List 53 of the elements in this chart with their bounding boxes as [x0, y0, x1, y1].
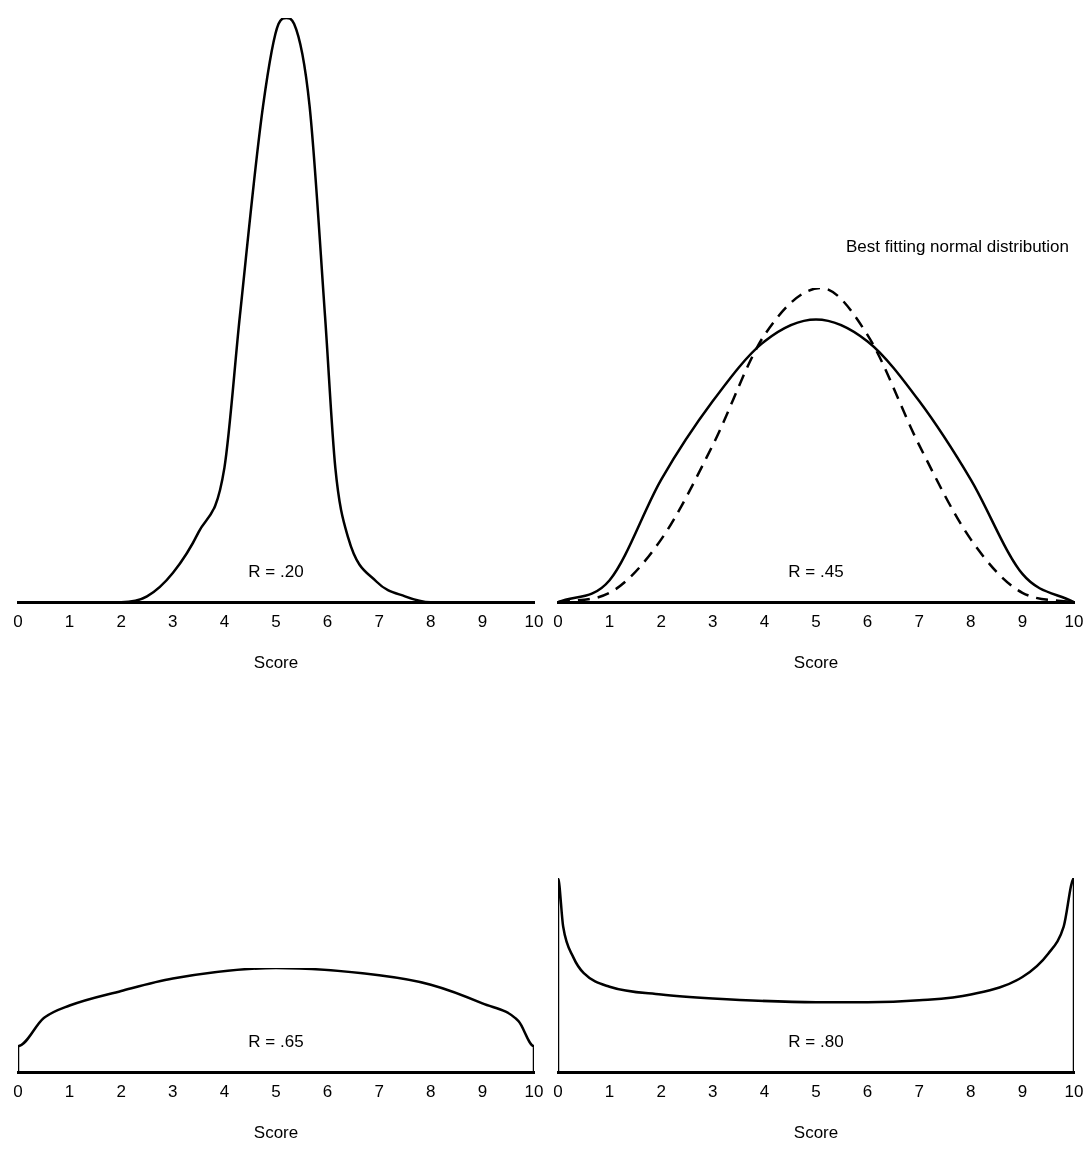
text: Best fitting normal distribution	[846, 236, 1069, 256]
x-tick-label: 3	[168, 612, 178, 632]
annotation: R = .45	[788, 561, 844, 581]
x-tick-label: 10	[524, 1082, 544, 1102]
x-tick-label: 9	[1017, 1082, 1028, 1102]
x-tick-label: 6	[862, 612, 873, 632]
x-tick-label: 7	[914, 1082, 924, 1102]
x-tick-label: 7	[374, 1082, 384, 1102]
x-tick-label: 4	[219, 612, 230, 632]
annotation: R = .20	[248, 561, 304, 581]
x-tick-label: 3	[708, 612, 718, 632]
x-tick-label: 2	[116, 1082, 126, 1102]
x-tick-label: 2	[116, 612, 126, 632]
x-axis-title: Score	[793, 1123, 839, 1143]
x-tick-label: 4	[219, 1082, 230, 1102]
x-tick-label: 10	[1064, 612, 1084, 632]
x-tick-label: 10	[1064, 1082, 1084, 1102]
x-tick-label: 1	[604, 612, 615, 632]
annotation: R = .65	[248, 1031, 304, 1051]
x-tick-label: 5	[811, 1082, 821, 1102]
x-tick-label: 5	[811, 612, 821, 632]
x-tick-label: 4	[759, 612, 770, 632]
x-tick-label: 0	[13, 612, 23, 632]
x-tick-label: 6	[862, 1082, 873, 1102]
x-tick-label: 8	[966, 612, 976, 632]
x-tick-label: 8	[426, 612, 436, 632]
x-tick-label: 2	[656, 612, 666, 632]
x-tick-label: 0	[553, 1082, 563, 1102]
x-tick-label: 8	[426, 1082, 436, 1102]
x-tick-label: 6	[322, 612, 333, 632]
x-tick-label: 0	[13, 1082, 23, 1102]
x-tick-label: 5	[271, 1082, 281, 1102]
x-tick-label: 7	[914, 612, 924, 632]
x-tick-label: 10	[524, 612, 544, 632]
x-tick-label: 3	[168, 1082, 178, 1102]
x-axis-title: Score	[253, 653, 299, 673]
x-tick-label: 9	[477, 612, 488, 632]
x-tick-label: 1	[604, 1082, 615, 1102]
x-tick-label: 6	[322, 1082, 333, 1102]
x-tick-label: 1	[64, 1082, 75, 1102]
x-tick-label: 4	[759, 1082, 770, 1102]
x-tick-label: 9	[1017, 612, 1028, 632]
x-tick-label: 0	[553, 612, 563, 632]
x-axis-title: Score	[793, 653, 839, 673]
x-tick-label: 7	[374, 612, 384, 632]
x-tick-label: 1	[64, 612, 75, 632]
x-tick-label: 3	[708, 1082, 718, 1102]
x-tick-label: 5	[271, 612, 281, 632]
annotation: R = .80	[788, 1031, 844, 1051]
x-tick-label: 8	[966, 1082, 976, 1102]
x-axis-title: Score	[253, 1123, 299, 1143]
x-tick-label: 2	[656, 1082, 666, 1102]
x-tick-label: 9	[477, 1082, 488, 1102]
